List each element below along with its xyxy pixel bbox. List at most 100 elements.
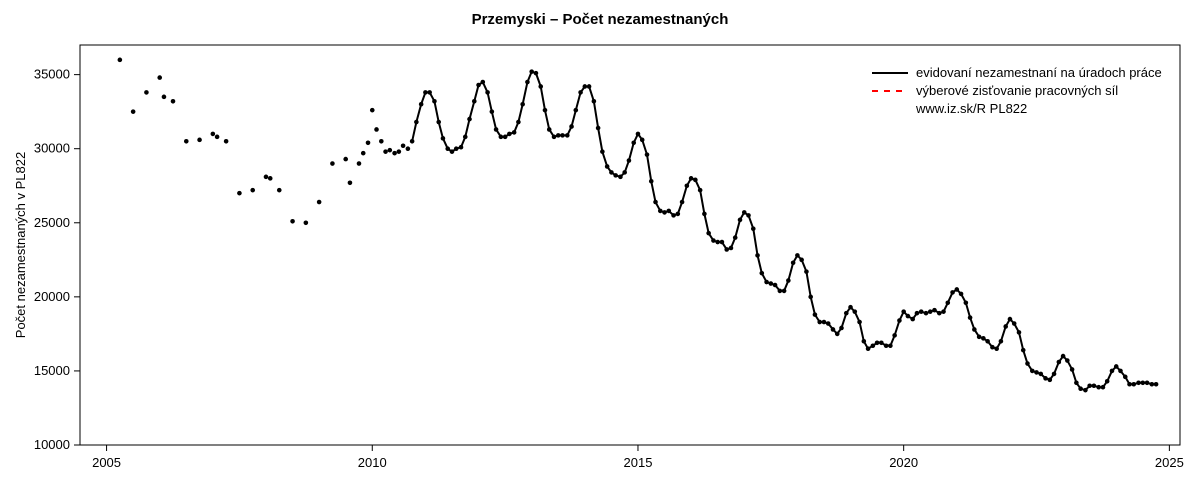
data-point — [778, 289, 783, 294]
data-point — [919, 309, 924, 314]
data-point — [596, 126, 601, 131]
data-point — [826, 321, 831, 326]
x-tick-label: 2005 — [92, 455, 121, 470]
data-point — [746, 213, 751, 218]
data-point — [751, 226, 756, 231]
data-point — [467, 117, 472, 122]
data-point — [450, 149, 455, 154]
data-point — [915, 311, 920, 316]
data-point — [600, 149, 605, 154]
data-point — [569, 124, 574, 129]
data-point — [1012, 321, 1017, 326]
data-point — [543, 108, 548, 113]
data-point — [348, 180, 353, 185]
data-point — [645, 152, 650, 157]
data-point — [538, 84, 543, 89]
data-point — [733, 235, 738, 240]
data-point — [1096, 385, 1101, 390]
data-point — [490, 109, 495, 114]
x-tick-label: 2020 — [889, 455, 918, 470]
data-point — [499, 135, 504, 140]
data-point — [592, 99, 597, 104]
data-point — [879, 340, 884, 345]
data-point — [162, 95, 167, 100]
data-point — [835, 332, 840, 337]
data-point — [494, 127, 499, 132]
data-point — [211, 132, 216, 137]
data-point — [862, 339, 867, 344]
data-point — [547, 127, 552, 132]
data-point — [773, 283, 778, 288]
data-point — [552, 135, 557, 140]
chart-svg: Przemyski – Počet nezamestnaných10000150… — [0, 0, 1200, 500]
data-point — [955, 287, 960, 292]
data-point — [950, 290, 955, 295]
data-point — [118, 58, 123, 63]
data-point — [343, 157, 348, 162]
x-tick-label: 2015 — [624, 455, 653, 470]
data-point — [808, 295, 813, 300]
data-point — [839, 326, 844, 331]
data-point — [795, 253, 800, 258]
data-point — [702, 212, 707, 217]
data-point — [392, 151, 397, 156]
data-point — [609, 170, 614, 175]
data-point — [573, 108, 578, 113]
data-point — [892, 333, 897, 338]
data-point — [671, 213, 676, 218]
data-point — [250, 188, 255, 193]
data-point — [676, 212, 681, 217]
data-point — [1021, 348, 1026, 353]
data-point — [383, 149, 388, 154]
legend-label: www.iz.sk/R PL822 — [915, 101, 1027, 116]
data-point — [1083, 388, 1088, 393]
data-point — [990, 345, 995, 350]
data-point — [627, 158, 632, 163]
data-point — [906, 314, 911, 319]
data-point — [1092, 383, 1097, 388]
data-point — [1110, 369, 1115, 374]
data-point — [131, 109, 136, 114]
data-point — [875, 340, 880, 345]
data-point — [512, 130, 517, 135]
data-point — [636, 132, 641, 137]
data-point — [981, 336, 986, 341]
chart-title: Przemyski – Počet nezamestnaných — [472, 11, 729, 28]
data-point — [666, 209, 671, 214]
data-point — [1136, 380, 1141, 385]
data-point — [224, 139, 229, 144]
data-point — [237, 191, 242, 196]
data-point — [215, 135, 220, 140]
data-point — [653, 200, 658, 205]
data-point — [520, 102, 525, 107]
data-point — [379, 139, 384, 144]
data-point — [857, 320, 862, 325]
data-point — [1048, 378, 1053, 383]
y-tick-label: 15000 — [34, 363, 70, 378]
data-point — [1003, 324, 1008, 329]
data-point — [583, 84, 588, 89]
x-tick-label: 2025 — [1155, 455, 1184, 470]
data-point — [1131, 382, 1136, 387]
data-point — [764, 280, 769, 285]
data-point — [565, 133, 570, 138]
data-point — [459, 145, 464, 150]
data-point — [427, 90, 432, 95]
data-point — [897, 318, 902, 323]
data-point — [799, 258, 804, 263]
data-point — [330, 161, 335, 166]
data-point — [454, 146, 459, 151]
y-tick-label: 25000 — [34, 215, 70, 230]
chart-container: Przemyski – Počet nezamestnaných10000150… — [0, 0, 1200, 500]
data-point — [888, 343, 893, 348]
data-point — [406, 146, 411, 151]
data-point — [685, 183, 690, 188]
data-point — [848, 305, 853, 310]
data-point — [1025, 361, 1030, 366]
data-point — [485, 90, 490, 95]
data-point — [388, 148, 393, 153]
data-point — [1070, 367, 1075, 372]
data-point — [1052, 372, 1057, 377]
data-point — [144, 90, 149, 95]
data-point — [941, 309, 946, 314]
